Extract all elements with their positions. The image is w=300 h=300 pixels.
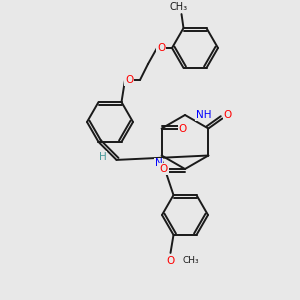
Text: O: O (157, 43, 165, 53)
Text: CH₃: CH₃ (169, 2, 188, 12)
Text: H: H (99, 152, 106, 162)
Text: CH₃: CH₃ (182, 256, 199, 266)
Text: NH: NH (196, 110, 212, 120)
Text: O: O (160, 164, 168, 174)
Text: O: O (178, 124, 187, 134)
Text: O: O (167, 256, 175, 266)
Text: N: N (155, 158, 163, 169)
Text: O: O (125, 75, 133, 85)
Text: O: O (223, 110, 232, 119)
